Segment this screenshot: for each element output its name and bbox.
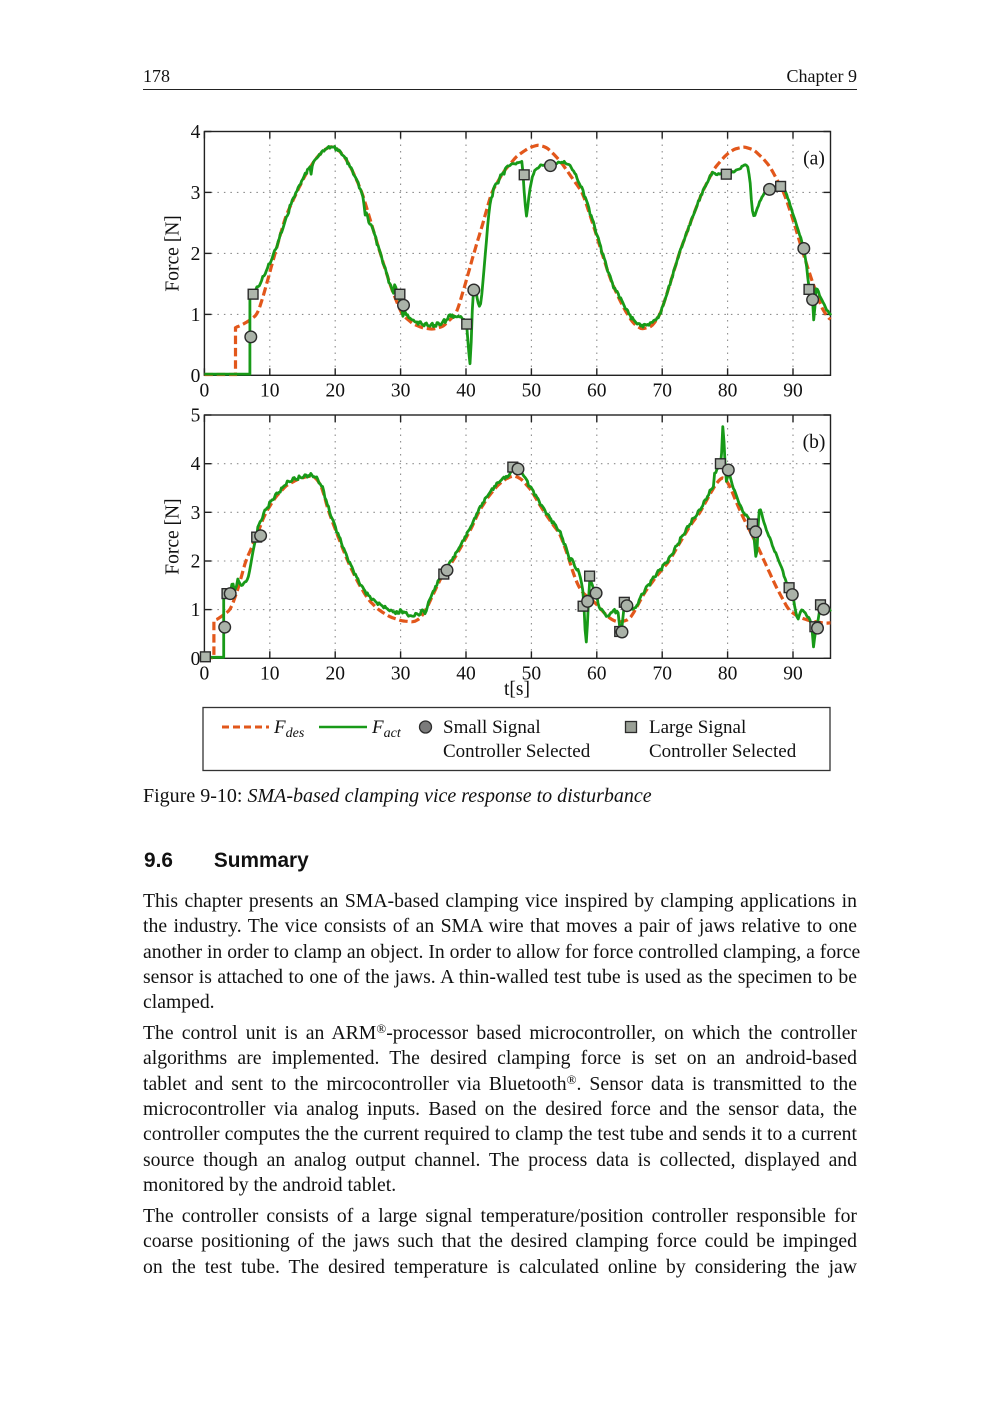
svg-text:Force [N]: Force [N] <box>163 498 184 574</box>
svg-text:60: 60 <box>587 663 607 684</box>
svg-text:5: 5 <box>191 406 201 427</box>
svg-text:80: 80 <box>718 663 738 684</box>
svg-text:Large Signal: Large Signal <box>649 717 746 738</box>
svg-text:3: 3 <box>191 503 201 524</box>
svg-text:0: 0 <box>191 649 201 670</box>
svg-text:Force [N]: Force [N] <box>163 215 184 291</box>
svg-text:(b): (b) <box>803 432 826 453</box>
svg-text:Small Signal: Small Signal <box>443 717 541 738</box>
svg-text:70: 70 <box>652 663 672 684</box>
svg-text:4: 4 <box>191 122 201 143</box>
svg-text:10: 10 <box>260 663 280 684</box>
svg-text:40: 40 <box>456 380 476 401</box>
svg-text:90: 90 <box>783 663 803 684</box>
svg-text:20: 20 <box>325 663 345 684</box>
svg-text:Fdes: Fdes <box>273 717 305 741</box>
svg-text:10: 10 <box>260 380 280 401</box>
svg-text:30: 30 <box>391 663 411 684</box>
svg-text:1: 1 <box>191 305 201 326</box>
svg-text:Fact: Fact <box>371 717 402 741</box>
svg-text:50: 50 <box>522 380 542 401</box>
svg-text:Controller Selected: Controller Selected <box>443 741 591 762</box>
svg-text:30: 30 <box>391 380 411 401</box>
svg-text:3: 3 <box>191 183 201 204</box>
svg-text:2: 2 <box>191 244 201 265</box>
svg-text:80: 80 <box>718 380 738 401</box>
svg-text:4: 4 <box>191 454 201 475</box>
svg-text:t[s]: t[s] <box>504 679 530 700</box>
svg-text:1: 1 <box>191 600 201 621</box>
svg-text:40: 40 <box>456 663 476 684</box>
svg-text:Controller Selected: Controller Selected <box>649 741 797 762</box>
svg-text:0: 0 <box>200 380 210 401</box>
svg-text:0: 0 <box>200 663 210 684</box>
svg-text:0: 0 <box>191 366 201 387</box>
svg-text:90: 90 <box>783 380 803 401</box>
svg-text:60: 60 <box>587 380 607 401</box>
svg-text:20: 20 <box>325 380 345 401</box>
svg-text:70: 70 <box>652 380 672 401</box>
svg-text:50: 50 <box>522 663 542 684</box>
svg-text:2: 2 <box>191 552 201 573</box>
svg-text:(a): (a) <box>803 149 825 170</box>
